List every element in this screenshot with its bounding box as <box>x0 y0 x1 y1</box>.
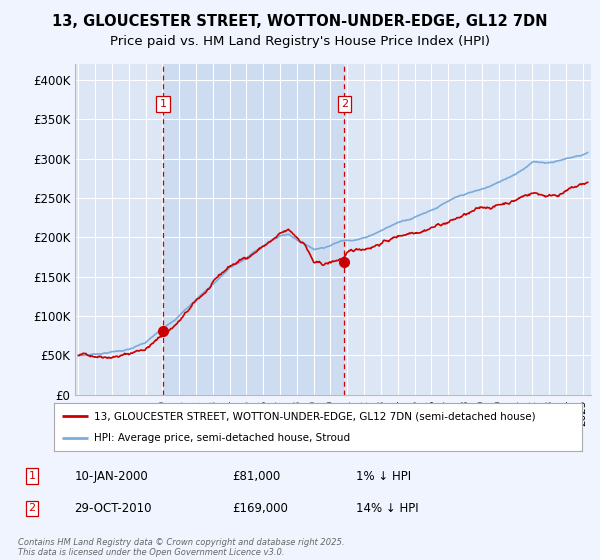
Text: 14% ↓ HPI: 14% ↓ HPI <box>356 502 419 515</box>
Text: HPI: Average price, semi-detached house, Stroud: HPI: Average price, semi-detached house,… <box>94 433 350 443</box>
Text: 2: 2 <box>29 503 35 514</box>
Bar <box>163 64 344 395</box>
Text: 29-OCT-2010: 29-OCT-2010 <box>74 502 152 515</box>
Text: 1: 1 <box>160 99 166 109</box>
Text: £169,000: £169,000 <box>232 502 288 515</box>
Text: 2: 2 <box>341 99 348 109</box>
Text: £81,000: £81,000 <box>232 470 281 483</box>
Text: 10-JAN-2000: 10-JAN-2000 <box>74 470 148 483</box>
Text: 1% ↓ HPI: 1% ↓ HPI <box>356 470 412 483</box>
Text: Contains HM Land Registry data © Crown copyright and database right 2025.
This d: Contains HM Land Registry data © Crown c… <box>18 538 344 557</box>
Text: 13, GLOUCESTER STREET, WOTTON-UNDER-EDGE, GL12 7DN: 13, GLOUCESTER STREET, WOTTON-UNDER-EDGE… <box>52 14 548 29</box>
Text: 1: 1 <box>29 471 35 481</box>
Text: 13, GLOUCESTER STREET, WOTTON-UNDER-EDGE, GL12 7DN (semi-detached house): 13, GLOUCESTER STREET, WOTTON-UNDER-EDGE… <box>94 411 535 421</box>
Text: Price paid vs. HM Land Registry's House Price Index (HPI): Price paid vs. HM Land Registry's House … <box>110 35 490 48</box>
